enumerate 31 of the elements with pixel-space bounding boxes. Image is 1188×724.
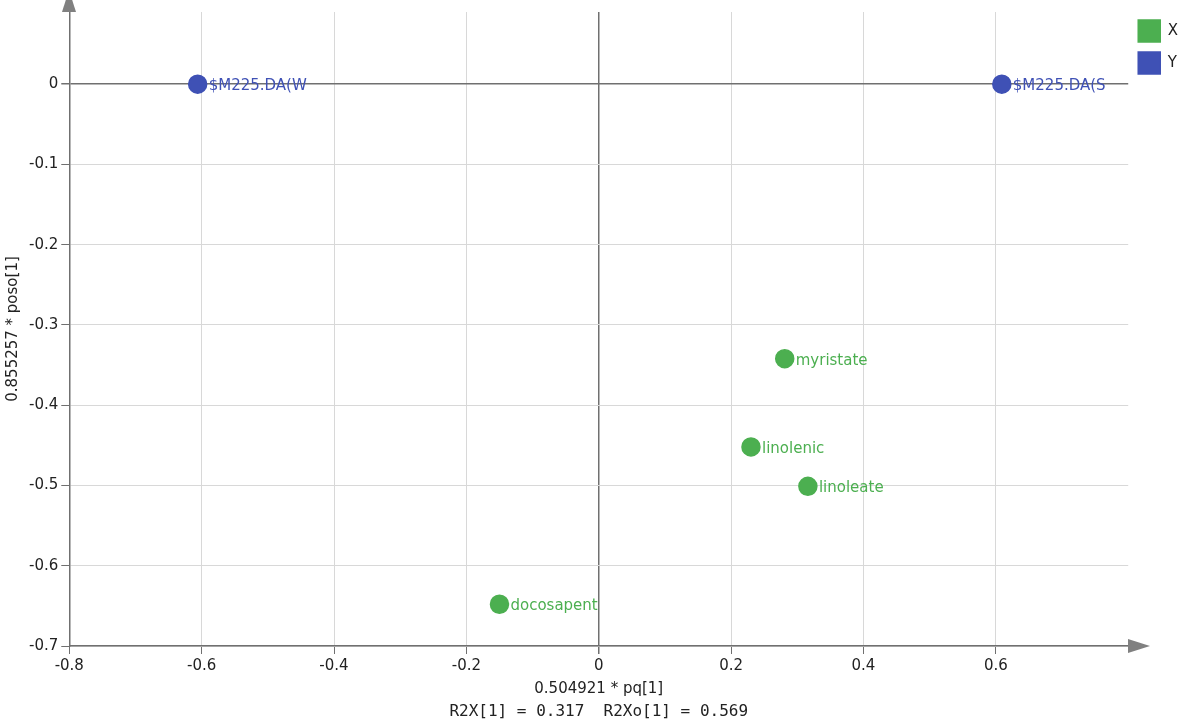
y-tick-label: -0.6 — [28, 555, 59, 574]
x-axis-title: 0.504921 * pq[1] — [534, 678, 664, 697]
point — [489, 594, 510, 615]
y-axis-title: 0.855257 * poso[1] — [2, 256, 21, 402]
x-tick-label: -0.4 — [319, 655, 349, 674]
point — [798, 476, 818, 497]
y-tick-label: -0.1 — [28, 154, 59, 173]
annotation: myristate — [795, 350, 868, 369]
annotation: linoleate — [818, 478, 884, 497]
x-tick-label: 0.6 — [983, 655, 1008, 674]
y-tick-label: -0.3 — [28, 314, 59, 333]
point — [992, 74, 1012, 94]
x-tick-label: -0.2 — [451, 655, 482, 674]
annotation: docosapent — [510, 596, 598, 615]
x-tick-label: 0.2 — [719, 655, 744, 674]
text: R2X[1] = 0.317 R2Xo[1] = 0.569 — [449, 701, 749, 721]
legend-label: X — [1167, 20, 1179, 39]
annotation: linolenic — [761, 438, 825, 457]
legend-label: Y — [1166, 52, 1178, 71]
y-tick-label: -0.7 — [28, 635, 59, 654]
y-tick-label: -0.2 — [28, 234, 59, 253]
x-tick-label: -0.8 — [54, 655, 84, 674]
y-tick-label: 0 — [48, 74, 59, 93]
x-tick-label: 0 — [593, 655, 604, 674]
x-tick-label: 0.4 — [851, 655, 876, 674]
y-tick-label: -0.4 — [28, 395, 59, 414]
point — [741, 437, 761, 457]
point — [187, 74, 208, 94]
y-tick-label: -0.5 — [28, 475, 59, 494]
x-tick-label: -0.6 — [187, 655, 217, 674]
point — [774, 348, 795, 369]
